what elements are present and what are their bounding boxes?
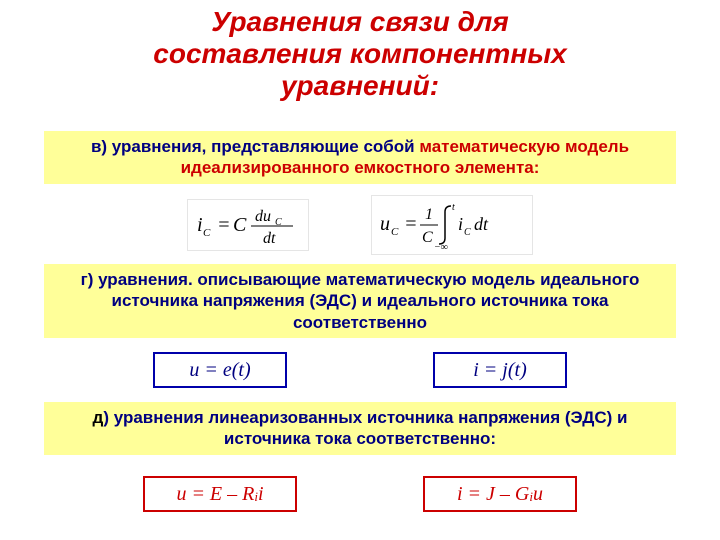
band-g: г) уравнения. описывающие математическую…	[44, 264, 676, 338]
equation-u-linear-sub: i	[254, 489, 258, 505]
svg-text:=: =	[217, 214, 231, 236]
linearized-source-equations: u = E – Ri i i = J – G i u	[0, 476, 720, 512]
svg-text:C: C	[391, 226, 399, 238]
svg-text:C: C	[233, 214, 247, 236]
equation-u-linear-pre: u = E – R	[176, 483, 254, 506]
band-c: в) уравнения, представляющие собой матем…	[44, 131, 676, 184]
equation-u-et-text: u = e(t)	[189, 359, 250, 382]
equation-i-linear-post: u	[533, 483, 543, 506]
band-d: д) уравнения линеаризованных источника н…	[44, 402, 676, 455]
equation-i-linear: i = J – G i u	[423, 476, 577, 512]
svg-text:i: i	[197, 214, 203, 236]
equation-ic: i C = C du C dt	[187, 199, 309, 251]
title-line-3: уравнений:	[281, 70, 439, 101]
svg-text:dt: dt	[474, 214, 489, 234]
svg-text:du: du	[255, 208, 271, 225]
svg-text:dt: dt	[263, 230, 276, 247]
band-g-text: г) уравнения. описывающие математическую…	[54, 269, 666, 333]
equation-i-linear-pre: i = J – G	[457, 483, 529, 506]
band-d-text: д) уравнения линеаризованных источника н…	[54, 407, 666, 450]
slide: Уравнения связи для составления компонен…	[0, 0, 720, 540]
band-d-rest: ) уравнения линеаризованных источника на…	[103, 408, 627, 448]
equation-u-linear: u = E – Ri i	[143, 476, 297, 512]
slide-title: Уравнения связи для составления компонен…	[0, 6, 720, 103]
capacitor-equations: i C = C du C dt u C = 1 C	[0, 195, 720, 255]
svg-text:t: t	[452, 202, 455, 213]
equation-i-jt-text: i = j(t)	[473, 359, 527, 382]
title-line-2: составления компонентных	[153, 38, 566, 69]
svg-text:C: C	[203, 227, 211, 239]
svg-text:u: u	[380, 213, 390, 235]
equation-u-et: u = e(t)	[153, 352, 287, 388]
band-c-text: в) уравнения, представляющие собой матем…	[54, 136, 666, 179]
equation-u-linear-post: i	[258, 483, 264, 506]
equation-i-linear-sub: i	[529, 489, 533, 505]
svg-text:C: C	[464, 227, 471, 238]
svg-text:C: C	[422, 229, 433, 246]
equation-i-jt: i = j(t)	[433, 352, 567, 388]
svg-text:i: i	[458, 214, 463, 234]
equation-uc: u C = 1 C t −∞ i C dt	[371, 195, 533, 255]
title-line-1: Уравнения связи для	[211, 6, 509, 37]
band-c-prefix: в) уравнения, представляющие собой	[91, 137, 419, 156]
band-g-content: г) уравнения. описывающие математическую…	[81, 270, 640, 332]
band-d-prefix-black: д	[93, 408, 104, 427]
svg-text:=: =	[404, 213, 418, 235]
svg-text:1: 1	[425, 206, 433, 223]
svg-text:−∞: −∞	[434, 242, 448, 252]
ideal-source-equations: u = e(t) i = j(t)	[0, 352, 720, 388]
